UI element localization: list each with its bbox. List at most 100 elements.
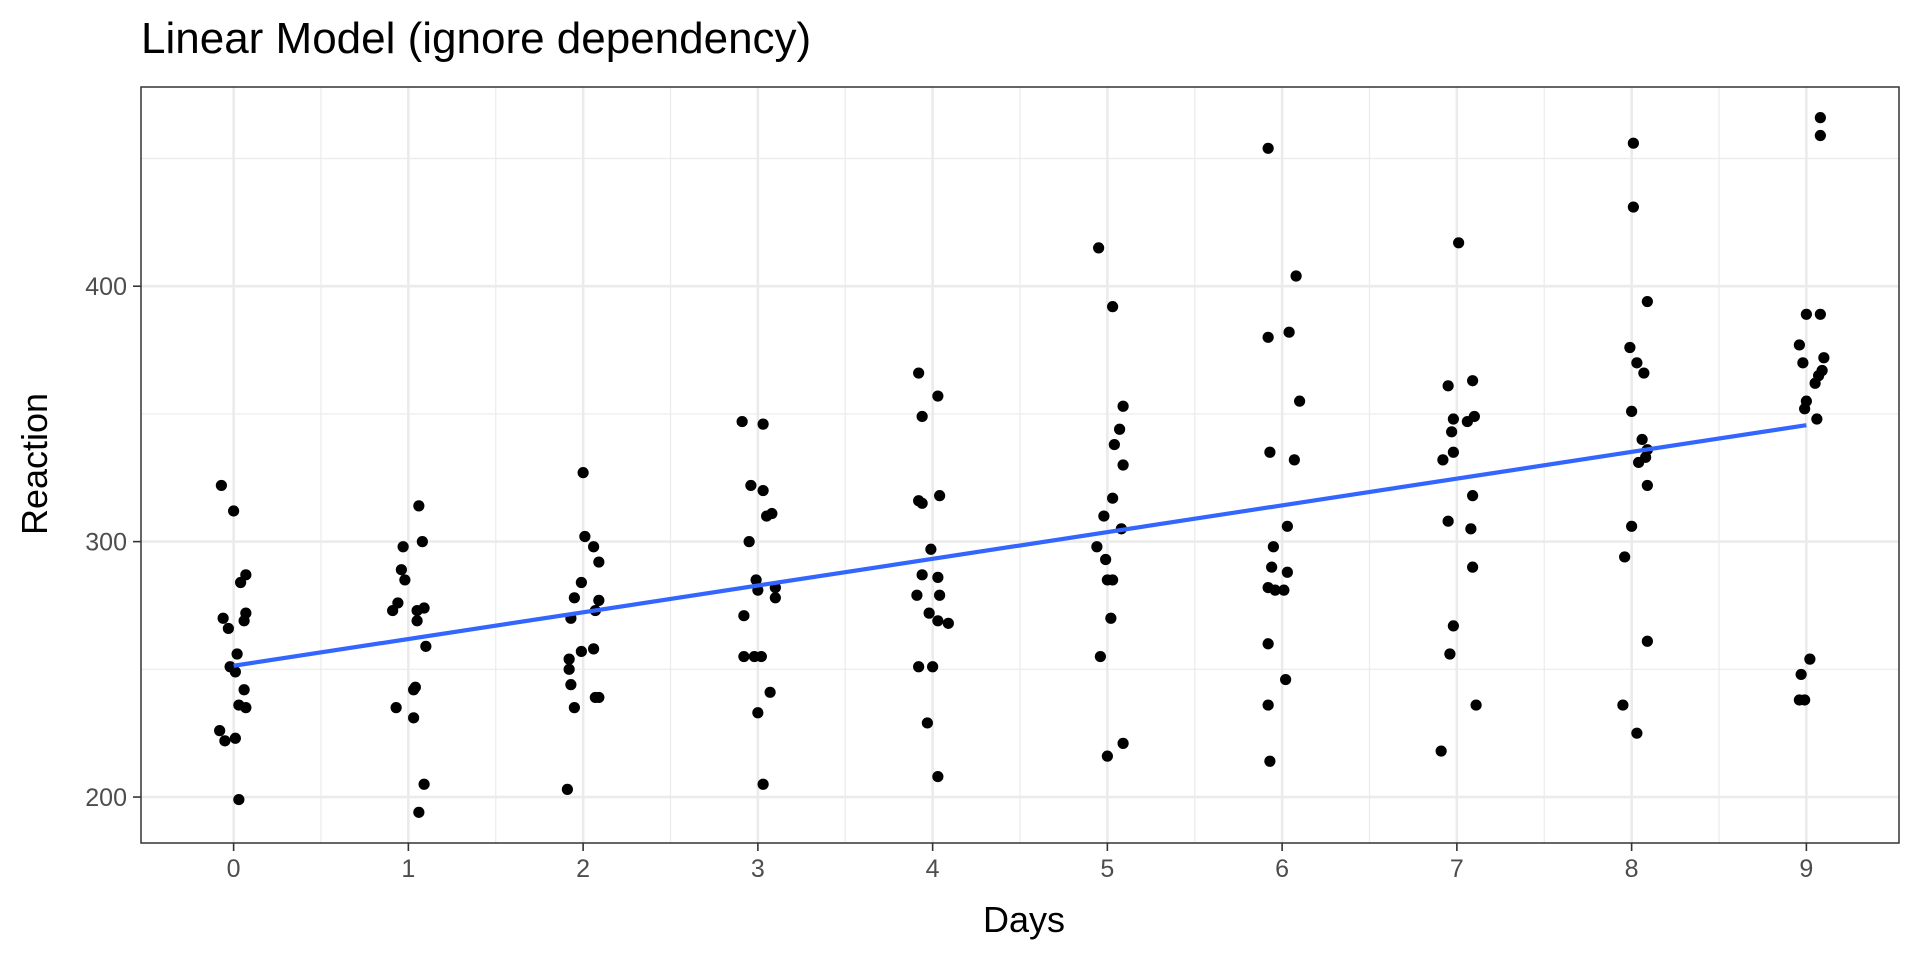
data-point bbox=[1105, 612, 1117, 624]
data-point bbox=[1107, 574, 1119, 586]
data-point bbox=[1799, 694, 1811, 706]
data-point bbox=[1626, 520, 1638, 532]
data-point bbox=[1117, 737, 1129, 749]
data-point bbox=[932, 770, 944, 783]
data-point bbox=[1800, 308, 1812, 320]
data-point bbox=[228, 505, 240, 517]
data-point bbox=[1269, 584, 1281, 596]
data-point bbox=[1267, 541, 1279, 553]
data-point bbox=[233, 793, 245, 806]
chart-title: Linear Model (ignore dependency) bbox=[141, 14, 811, 63]
data-point bbox=[575, 576, 587, 589]
data-point bbox=[240, 702, 252, 714]
data-point bbox=[745, 479, 757, 492]
data-point bbox=[222, 622, 234, 635]
data-point bbox=[1804, 653, 1816, 665]
data-point bbox=[1093, 242, 1105, 254]
data-point bbox=[579, 530, 591, 543]
data-point bbox=[1814, 112, 1826, 124]
data-point bbox=[1793, 339, 1805, 351]
data-point bbox=[413, 500, 425, 512]
data-point bbox=[1091, 541, 1103, 553]
data-point bbox=[229, 732, 241, 744]
data-point bbox=[1465, 523, 1477, 535]
data-point bbox=[1281, 566, 1293, 578]
data-point bbox=[411, 615, 423, 627]
data-point bbox=[752, 707, 764, 719]
data-point bbox=[399, 574, 411, 586]
data-point bbox=[932, 571, 944, 583]
y-axis-title: Reaction bbox=[14, 393, 55, 535]
data-point bbox=[238, 684, 250, 696]
data-point bbox=[916, 569, 928, 581]
x-axis-ticks: 0 1 2 3 4 5 6 7 8 9 bbox=[227, 843, 1813, 883]
data-point bbox=[1107, 301, 1119, 313]
data-point bbox=[1290, 270, 1302, 282]
data-point bbox=[1117, 459, 1129, 471]
data-point bbox=[911, 589, 923, 601]
data-point bbox=[397, 541, 409, 553]
data-point bbox=[1117, 400, 1129, 412]
data-point bbox=[1108, 438, 1120, 451]
data-point bbox=[913, 661, 925, 673]
data-point bbox=[1638, 367, 1650, 379]
data-point bbox=[1797, 357, 1809, 369]
y-axis-ticks: 200 300 400 bbox=[85, 273, 141, 812]
data-point bbox=[1442, 380, 1454, 392]
data-point bbox=[934, 589, 946, 601]
data-point bbox=[1633, 456, 1645, 469]
data-point bbox=[1446, 426, 1458, 438]
data-point bbox=[757, 484, 769, 497]
x-tick-label: 2 bbox=[576, 855, 590, 883]
data-point bbox=[932, 615, 944, 627]
data-point bbox=[1447, 413, 1459, 425]
data-point bbox=[1280, 673, 1292, 686]
data-point bbox=[229, 666, 241, 678]
data-point bbox=[215, 479, 227, 492]
x-axis-title: Days bbox=[983, 899, 1065, 940]
data-point bbox=[575, 645, 587, 658]
data-point bbox=[1617, 699, 1629, 711]
data-point bbox=[1447, 620, 1459, 632]
data-point bbox=[588, 643, 600, 655]
data-point bbox=[219, 735, 231, 747]
data-point bbox=[757, 418, 769, 430]
data-point bbox=[1264, 755, 1276, 767]
data-point bbox=[1447, 446, 1459, 458]
regression-line bbox=[233, 423, 1807, 668]
data-point bbox=[1281, 520, 1293, 532]
data-point bbox=[390, 702, 402, 714]
data-point bbox=[1470, 699, 1482, 711]
data-point bbox=[593, 594, 605, 606]
data-point bbox=[1437, 454, 1449, 466]
data-point bbox=[1636, 433, 1648, 446]
data-point bbox=[750, 574, 762, 586]
data-point bbox=[1814, 308, 1826, 320]
data-point bbox=[1453, 237, 1465, 249]
data-point bbox=[561, 783, 573, 795]
data-point bbox=[1278, 584, 1290, 596]
data-point bbox=[738, 610, 750, 622]
plot-panel-border bbox=[140, 86, 1900, 844]
x-tick-label: 3 bbox=[751, 855, 765, 883]
data-point bbox=[916, 410, 928, 423]
data-point bbox=[1262, 638, 1274, 650]
x-tick-label: 5 bbox=[1100, 855, 1114, 883]
data-point bbox=[1641, 635, 1653, 647]
data-point bbox=[1624, 341, 1636, 354]
data-point bbox=[1288, 454, 1300, 466]
data-point bbox=[1294, 395, 1306, 407]
data-point bbox=[1442, 515, 1454, 527]
data-point bbox=[913, 367, 925, 379]
data-point bbox=[593, 691, 605, 704]
data-point bbox=[1262, 331, 1274, 343]
y-tick-label: 300 bbox=[85, 529, 127, 557]
data-point bbox=[757, 778, 769, 790]
x-tick-label: 7 bbox=[1450, 855, 1464, 883]
data-point bbox=[1262, 142, 1274, 154]
data-point bbox=[568, 702, 580, 714]
data-point bbox=[1809, 377, 1821, 389]
data-point bbox=[761, 510, 773, 522]
